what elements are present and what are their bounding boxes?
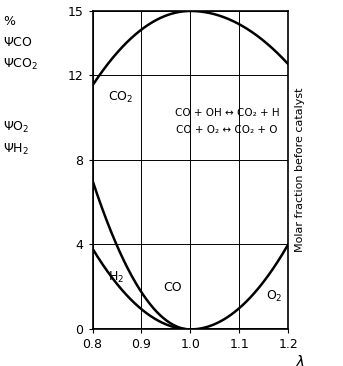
- Text: CO + OH ↔ CO₂ + H
CO + O₂ ↔ CO₂ + O: CO + OH ↔ CO₂ + H CO + O₂ ↔ CO₂ + O: [175, 108, 279, 135]
- Text: $\Psi$O$_2$: $\Psi$O$_2$: [3, 120, 30, 135]
- Text: $\Psi$H$_2$: $\Psi$H$_2$: [3, 141, 29, 157]
- Y-axis label: Molar fraction before catalyst: Molar fraction before catalyst: [295, 88, 305, 253]
- Text: $\Psi$CO$_2$: $\Psi$CO$_2$: [3, 56, 38, 72]
- Text: CO: CO: [164, 281, 182, 294]
- Text: CO$_2$: CO$_2$: [108, 90, 133, 105]
- Text: %: %: [3, 15, 15, 28]
- Text: O$_2$: O$_2$: [266, 289, 283, 304]
- Text: $\lambda$: $\lambda$: [295, 354, 305, 366]
- Text: $\Psi$CO: $\Psi$CO: [3, 36, 33, 49]
- Text: H$_2$: H$_2$: [108, 270, 125, 285]
